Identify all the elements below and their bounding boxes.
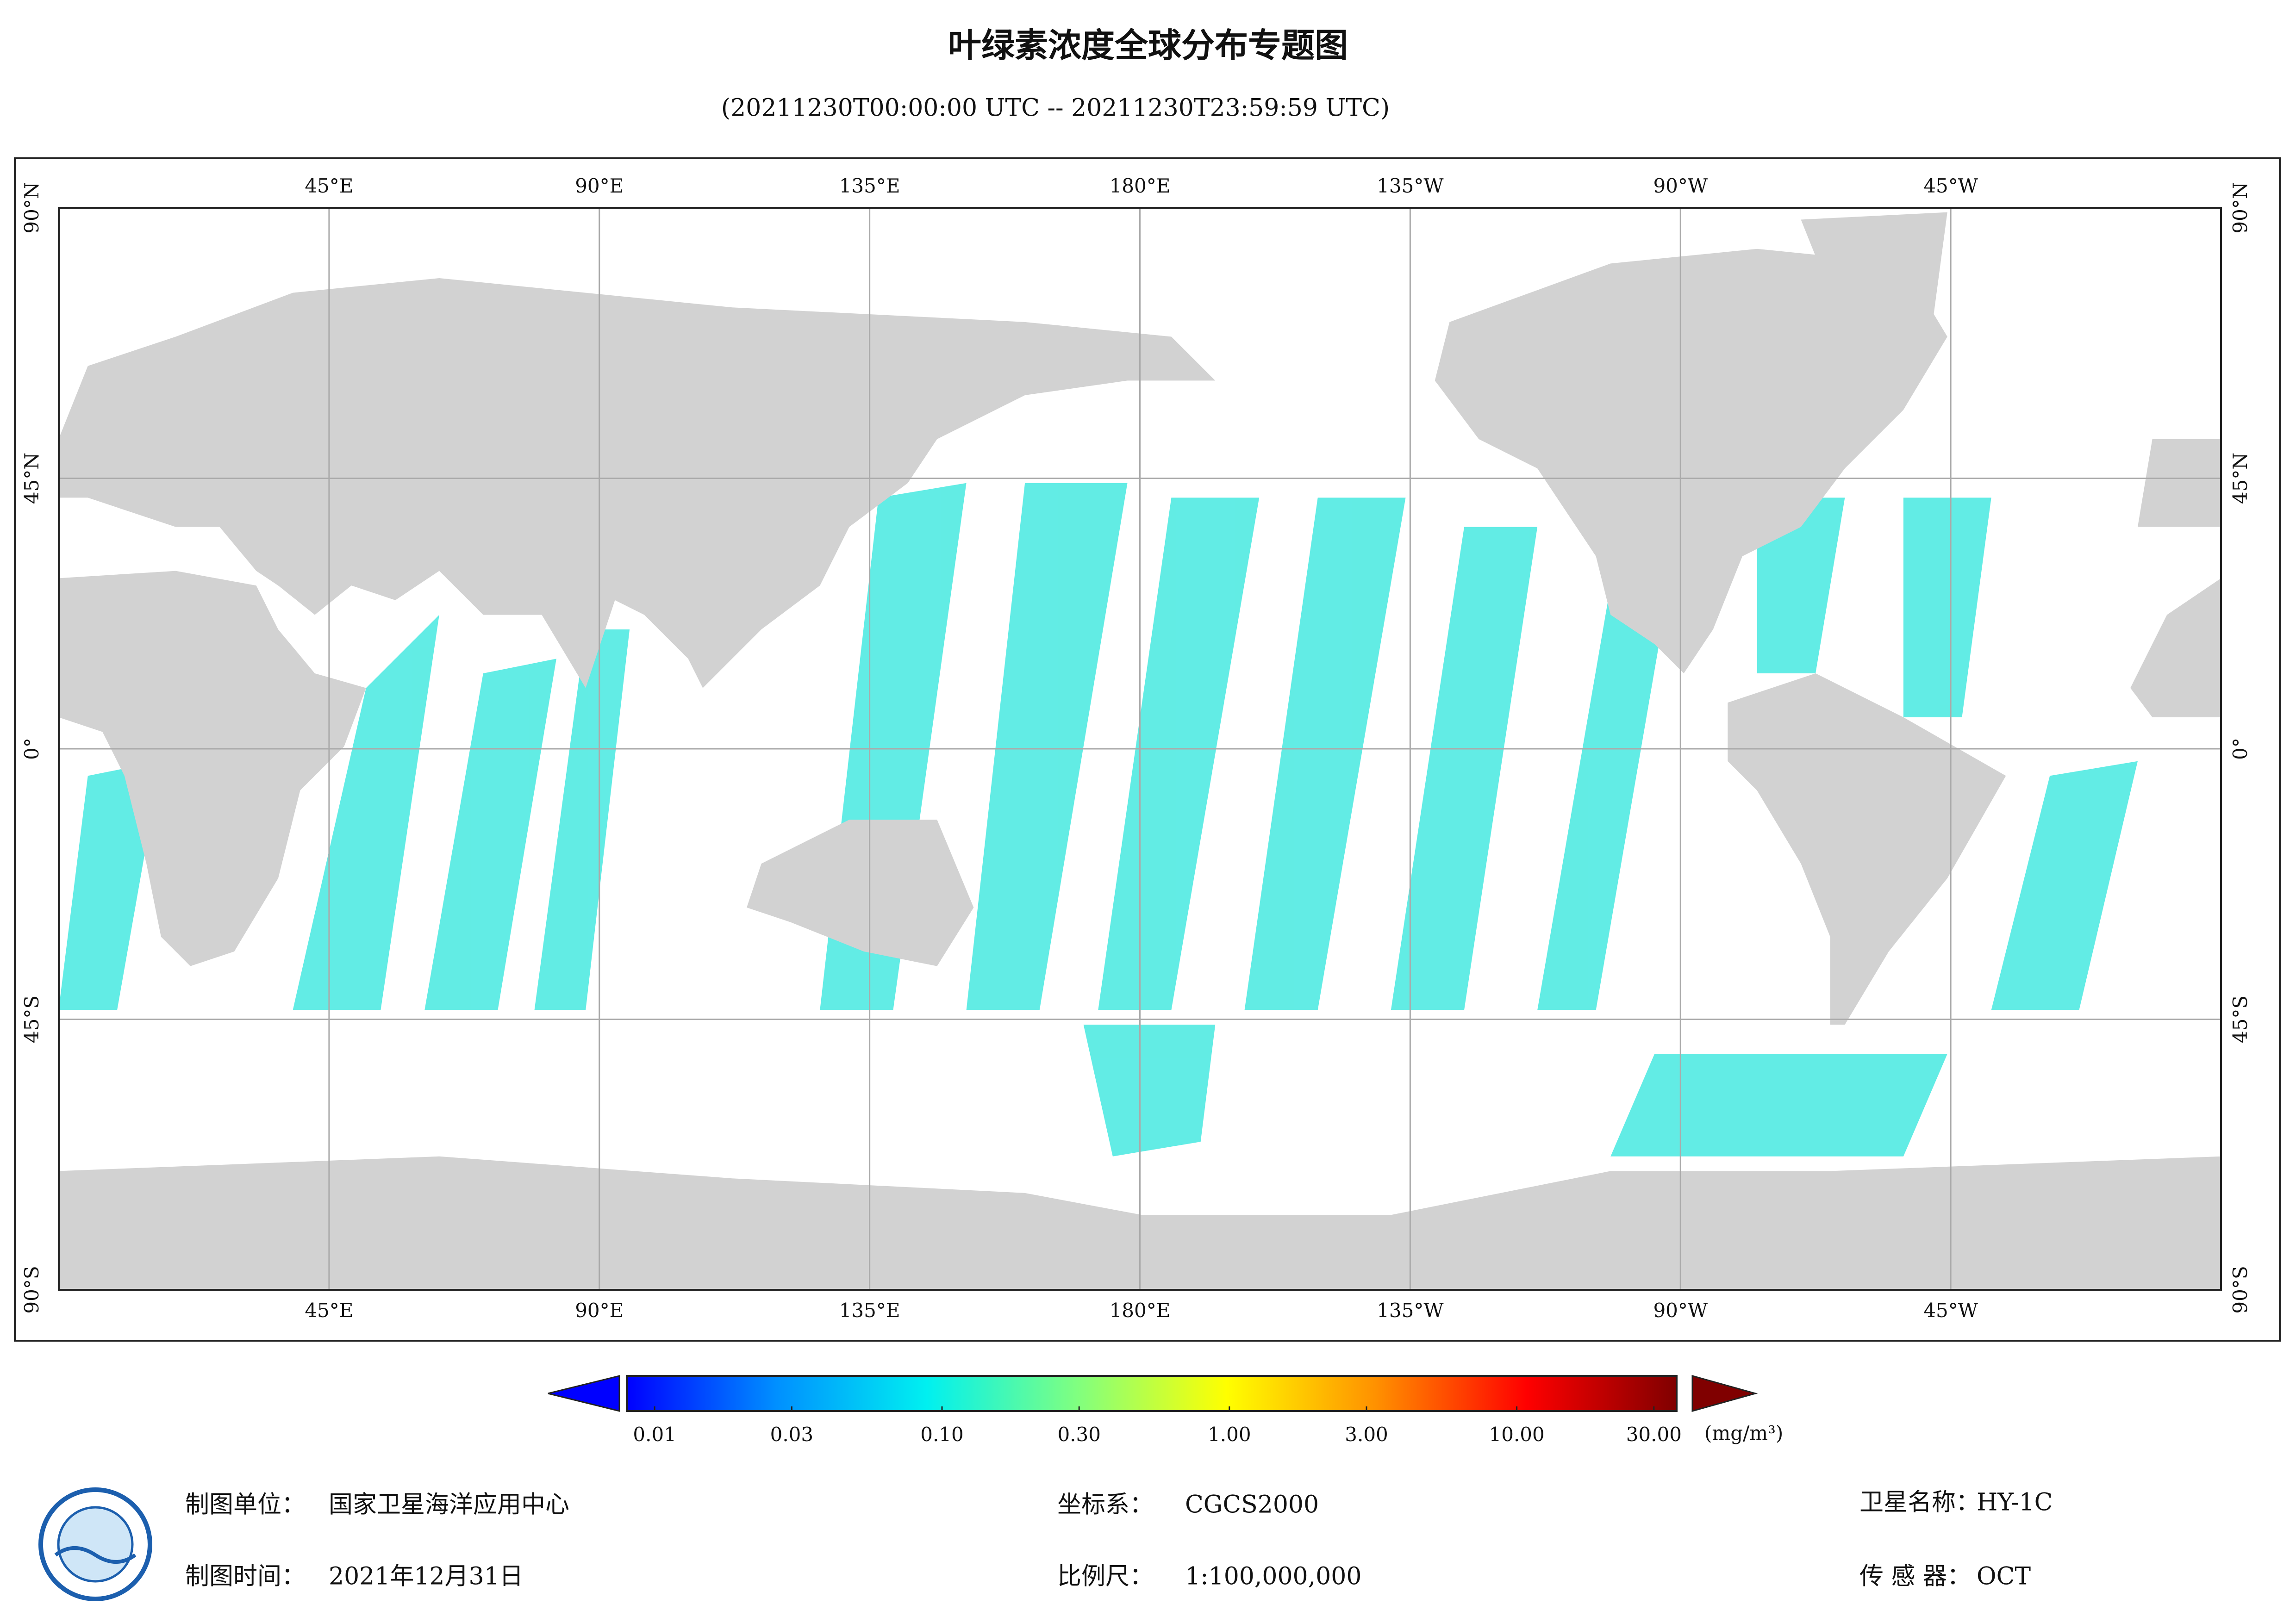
- colorbar-arrow-high: [1691, 1375, 1758, 1412]
- lon-label: 45°E: [305, 1299, 353, 1322]
- colorbar: 0.01 0.03 0.10 0.30 1.00 3.00 10.00 30.00 (mg/m³…: [548, 1375, 1783, 1446]
- lat-label: 90°N: [20, 182, 43, 233]
- lon-label: 180°E: [1110, 174, 1171, 197]
- colorbar-label: 3.00: [1345, 1423, 1388, 1446]
- lon-label: 45°E: [305, 174, 353, 197]
- swaths: [58, 483, 2138, 1157]
- footer-value: 2021年12月31日: [329, 1563, 524, 1591]
- lat-label: 45°S: [20, 995, 43, 1043]
- footer-value: 国家卫星海洋应用中心: [329, 1491, 569, 1519]
- footer-label: 传 感 器：: [1859, 1563, 1971, 1591]
- lat-label: 45°S: [2229, 995, 2252, 1043]
- lon-label: 45°W: [1923, 1299, 1978, 1322]
- colorbar-ramp: [626, 1375, 1678, 1412]
- colorbar-unit: (mg/m³): [1704, 1422, 1783, 1444]
- footer-value: 1:100,000,000: [1185, 1563, 1361, 1591]
- footer-label: 坐标系：: [1057, 1491, 1154, 1519]
- map-frame: [14, 157, 2281, 1342]
- lon-label: 135°W: [1377, 174, 1444, 197]
- lon-label: 90°E: [575, 174, 624, 197]
- subtitle: (20211230T00:00:00 UTC -- 20211230T23:59…: [721, 94, 1390, 122]
- footer-label: 制图单位：: [185, 1491, 306, 1519]
- footer-label: 卫星名称：: [1859, 1489, 1980, 1517]
- colorbar-label: 1.00: [1208, 1423, 1251, 1446]
- colorbar-label: 0.03: [770, 1423, 814, 1446]
- lon-label: 45°W: [1923, 174, 1978, 197]
- title: 叶绿素浓度全球分布专题图: [948, 25, 1348, 65]
- lon-label: 180°E: [1110, 1299, 1171, 1322]
- lon-label: 135°E: [839, 174, 900, 197]
- lat-label: 90°S: [20, 1266, 43, 1313]
- lon-label: 135°E: [839, 1299, 900, 1322]
- graticule: 45°E 45°E 90°E 90°E 135°E 135°E 180°E 180°E 135°…: [20, 174, 2252, 1322]
- lat-label: 0°: [20, 738, 43, 760]
- colorbar-label: 0.10: [920, 1423, 964, 1446]
- logo: [38, 1487, 152, 1601]
- lat-label: 90°S: [2229, 1266, 2252, 1313]
- lat-label: 45°N: [2229, 453, 2252, 504]
- lat-label: 90°N: [2229, 182, 2252, 233]
- footer-value: HY-1C: [1977, 1489, 2053, 1517]
- lat-label: 0°: [2229, 738, 2252, 760]
- lon-label: 90°W: [1653, 174, 1708, 197]
- colorbar-label: 30.00: [1626, 1423, 1682, 1446]
- footer-value: CGCS2000: [1185, 1491, 1319, 1519]
- footer-label: 比例尺：: [1057, 1563, 1154, 1591]
- footer-value: OCT: [1977, 1563, 2031, 1591]
- colorbar-label: 0.30: [1057, 1423, 1101, 1446]
- colorbar-label: 0.01: [633, 1423, 676, 1446]
- colorbar-arrow-low: [548, 1375, 620, 1412]
- map-border: [58, 207, 2222, 1291]
- lat-label: 45°N: [20, 453, 43, 504]
- colorbar-label: 10.00: [1489, 1423, 1545, 1446]
- lon-label: 90°W: [1653, 1299, 1708, 1322]
- footer-label: 制图时间：: [185, 1563, 306, 1591]
- lon-label: 135°W: [1377, 1299, 1444, 1322]
- lon-label: 90°E: [575, 1299, 624, 1322]
